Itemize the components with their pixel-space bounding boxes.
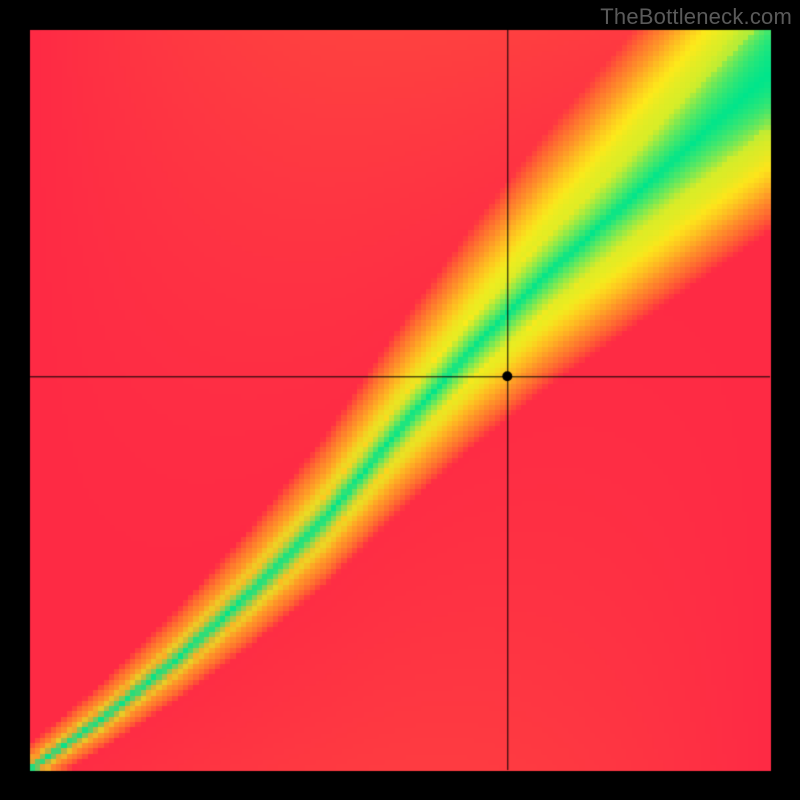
bottleneck-heatmap-canvas [0, 0, 800, 800]
watermark-text: TheBottleneck.com [600, 4, 792, 30]
chart-container: TheBottleneck.com [0, 0, 800, 800]
